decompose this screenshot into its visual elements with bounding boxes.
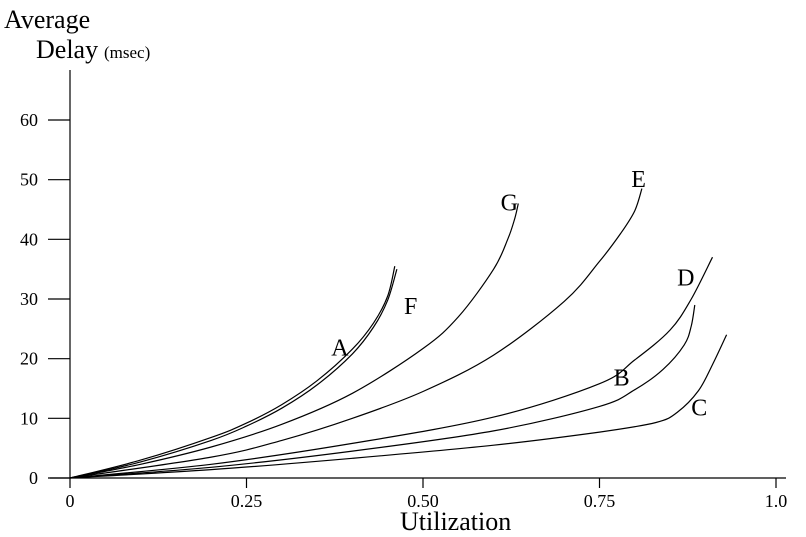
- curve-label-g: G: [501, 191, 518, 217]
- y-tick-label: 30: [20, 289, 38, 309]
- curve-label-c: C: [691, 395, 707, 421]
- y-axis-title-line1: Average: [4, 5, 90, 34]
- y-axis-title-line2: Delay: [36, 35, 98, 64]
- y-tick-label: 0: [29, 468, 38, 488]
- curve-label-e: E: [631, 167, 646, 193]
- curve-label-d: D: [677, 265, 694, 291]
- x-axis-title: Utilization: [400, 507, 511, 536]
- y-tick-label: 40: [20, 229, 38, 249]
- curve-label-f: F: [404, 294, 417, 320]
- curve-c: [69, 334, 728, 479]
- y-tick-label: 10: [20, 408, 38, 428]
- curve-a: [69, 266, 396, 479]
- y-tick-label: 20: [20, 349, 38, 369]
- x-tick-label: 0.75: [584, 491, 616, 511]
- y-axis-unit: (msec): [104, 43, 150, 62]
- y-tick-label: 60: [20, 110, 38, 130]
- x-tick-label: 0: [66, 491, 75, 511]
- curve-g: [69, 203, 519, 479]
- curve-labels-group: A F G E D B C: [331, 167, 707, 422]
- axis-ticks: 0 10 20 30 40 50 60 0 0.25 0.50 0.75 1.0: [20, 110, 787, 511]
- curves-group: [69, 188, 728, 479]
- x-tick-label: 1.0: [765, 491, 788, 511]
- curve-b: [69, 304, 696, 479]
- y-tick-label: 50: [20, 170, 38, 190]
- curve-f: [69, 269, 398, 479]
- curve-label-a: A: [331, 336, 349, 362]
- x-tick-label: 0.25: [231, 491, 263, 511]
- curve-d: [69, 256, 714, 479]
- x-tick-label: 0.50: [407, 491, 439, 511]
- curve-e: [69, 188, 643, 479]
- curve-label-b: B: [614, 366, 630, 392]
